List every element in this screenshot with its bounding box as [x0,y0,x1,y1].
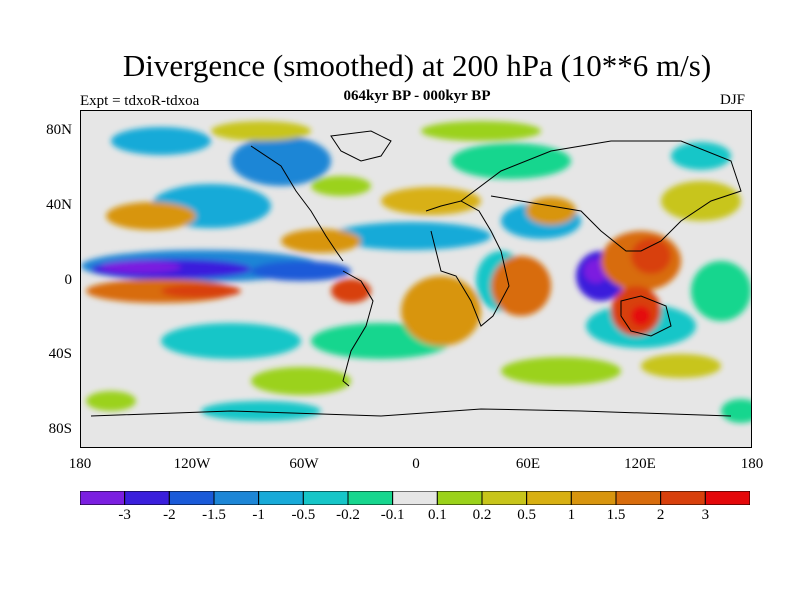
lon-label-180e: 180 [740,456,764,472]
colorbar-swatch [347,491,394,505]
colorbar-label: 2 [656,507,665,523]
season-label: DJF [720,92,746,108]
colorbar-label: -3 [118,507,131,523]
lon-label-120e: 120E [624,456,656,472]
colorbar-label: -0.1 [380,507,405,523]
colorbar-swatch [615,491,662,505]
lon-label-180w: 180 [68,456,92,472]
colorbar-label: -0.2 [336,507,360,523]
colorbar-swatch [526,491,572,505]
colorbar-swatch [124,491,170,505]
colorbar-label: -1 [252,507,265,523]
colorbar-swatch [660,491,706,505]
colorbar-swatch [392,491,438,505]
colorbar-swatch [258,491,304,505]
lat-label-0: 0 [64,272,73,288]
colorbar-swatch [436,491,483,505]
colorbar-swatch [302,491,349,505]
colorbar [80,491,750,505]
lat-label-40n: 40N [46,197,72,213]
colorbar-label: 3 [701,507,710,523]
colorbar-label: -2 [163,507,176,523]
colorbar-swatch [704,491,750,505]
colorbar-label: 1.5 [606,507,626,523]
period-subtitle: 064kyr BP - 000kyr BP [343,88,491,104]
colorbar-swatch [168,491,215,505]
plot-title: Divergence (smoothed) at 200 hPa (10**6 … [122,48,712,83]
lat-label-40s: 40S [48,346,72,362]
divergence-map [80,110,752,448]
experiment-label: Expt = tdxoR-tdxoa [80,93,200,109]
lon-label-60e: 60E [515,456,541,472]
colorbar-swatch [481,491,528,505]
colorbar-label: 1 [567,507,576,523]
colorbar-label: -1.5 [202,507,226,523]
colorbar-label: 0.5 [517,507,537,523]
colorbar-label: 0.1 [427,507,447,523]
lon-label-0: 0 [412,456,420,472]
lat-label-80s: 80S [48,421,72,437]
lat-label-80n: 80N [46,122,72,138]
coastlines [90,130,742,417]
map-field [81,121,751,423]
field-blobs [81,121,751,423]
lon-label-60w: 60W [289,456,319,472]
colorbar-label: 0.2 [472,507,492,523]
lon-label-120w: 120W [173,456,211,472]
colorbar-label: -0.5 [291,507,316,523]
colorbar-swatch [570,491,617,505]
colorbar-swatch [213,491,260,505]
colorbar-swatch [80,491,126,505]
